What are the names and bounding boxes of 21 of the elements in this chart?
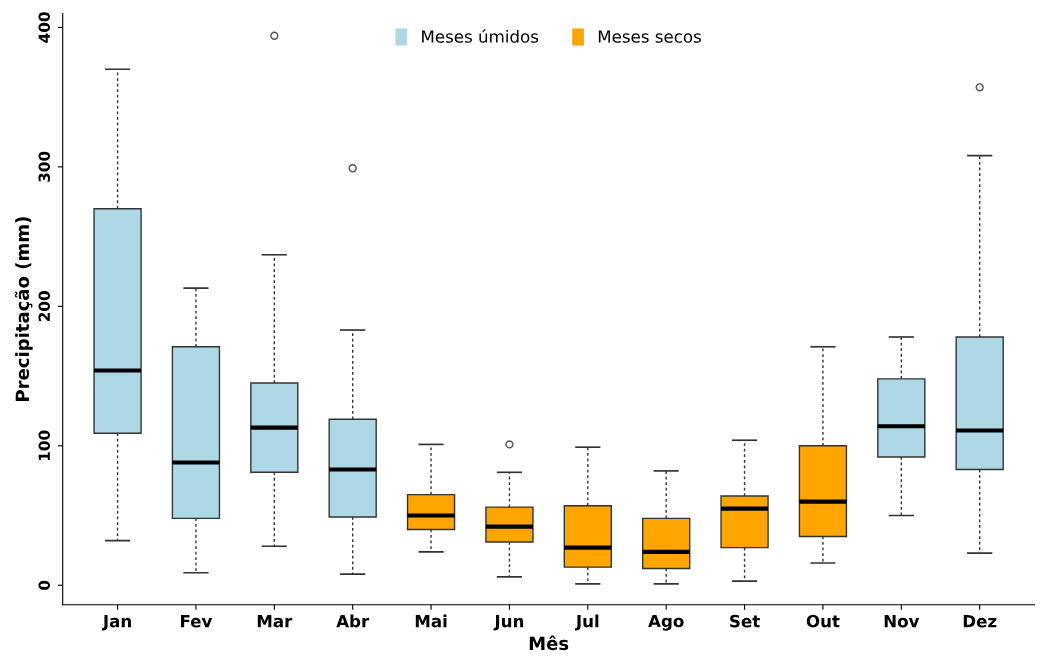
x-tick-label: Mar (257, 615, 293, 628)
x-tick-label: Jun (493, 615, 524, 631)
x-tick-label: Fev (181, 615, 213, 628)
y-tick-label: 100 (38, 430, 51, 461)
x-tick-label: Set (730, 614, 760, 628)
legend-label: Meses secos (598, 30, 701, 43)
x-tick-label: Out (806, 614, 840, 628)
x-tick-label: Abr (336, 614, 370, 628)
y-axis-title: Precipitação (mm) (14, 217, 33, 401)
x-tick-label: Dez (963, 615, 997, 628)
x-axis-title: Mês (529, 635, 569, 651)
x-tick-label: Mai (415, 614, 447, 628)
x-tick-label: Ago (648, 614, 684, 631)
y-tick-label: 200 (38, 291, 51, 322)
x-tick-label: Jan (101, 615, 131, 631)
y-tick-label: 300 (38, 151, 51, 182)
legend-label: Meses úmidos (422, 29, 539, 43)
y-tick-label: 0 (38, 580, 51, 590)
x-tick-label: Jul (574, 614, 599, 631)
x-tick-label: Nov (884, 615, 920, 628)
y-tick-label: 400 (38, 12, 51, 43)
